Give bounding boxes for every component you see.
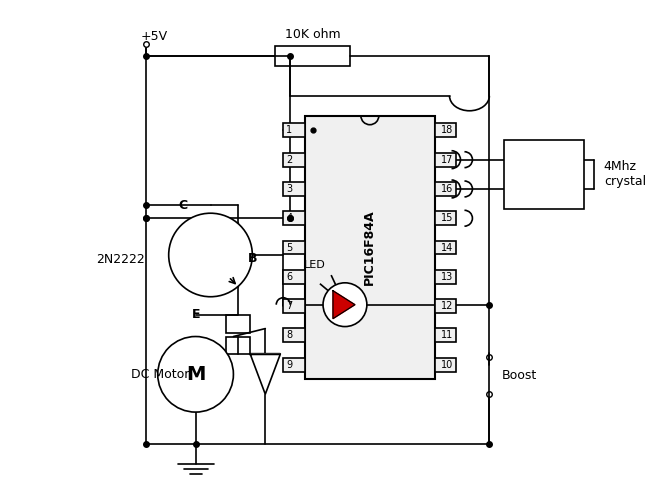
Text: DC Motor: DC Motor bbox=[131, 368, 189, 381]
Text: 2N2222: 2N2222 bbox=[96, 254, 145, 266]
Text: 10: 10 bbox=[442, 360, 454, 370]
Bar bbox=[435, 212, 456, 225]
Text: 1: 1 bbox=[286, 126, 293, 136]
Bar bbox=[283, 299, 305, 313]
Text: 12: 12 bbox=[441, 301, 454, 311]
Bar bbox=[435, 270, 456, 284]
Circle shape bbox=[323, 283, 367, 327]
Text: 5: 5 bbox=[286, 242, 293, 252]
Bar bbox=[435, 182, 456, 196]
Text: 10K ohm: 10K ohm bbox=[285, 28, 341, 41]
Polygon shape bbox=[333, 291, 355, 318]
Bar bbox=[283, 240, 305, 254]
Bar bbox=[551, 152, 567, 196]
Text: 16: 16 bbox=[442, 184, 454, 194]
Text: PIC16F84A: PIC16F84A bbox=[363, 210, 376, 286]
Text: 2: 2 bbox=[286, 154, 293, 164]
Text: B: B bbox=[248, 252, 258, 266]
Text: 13: 13 bbox=[442, 272, 454, 282]
Bar bbox=[305, 116, 435, 380]
Text: 6: 6 bbox=[286, 272, 293, 282]
Text: 11: 11 bbox=[442, 330, 454, 340]
Bar bbox=[521, 152, 537, 196]
Text: M: M bbox=[186, 365, 205, 384]
Text: 3: 3 bbox=[286, 184, 293, 194]
Text: 15: 15 bbox=[441, 213, 454, 223]
Text: LED: LED bbox=[304, 260, 326, 270]
Text: 17: 17 bbox=[441, 154, 454, 164]
Text: +5V: +5V bbox=[141, 30, 168, 43]
Bar bbox=[283, 212, 305, 225]
Text: E: E bbox=[192, 308, 201, 321]
Bar bbox=[435, 124, 456, 138]
Text: 7: 7 bbox=[286, 301, 293, 311]
Text: 14: 14 bbox=[442, 242, 454, 252]
Bar bbox=[283, 124, 305, 138]
Text: Boost: Boost bbox=[501, 370, 536, 382]
Bar bbox=[435, 328, 456, 342]
Text: 18: 18 bbox=[442, 126, 454, 136]
Text: 8: 8 bbox=[286, 330, 293, 340]
Text: C: C bbox=[178, 198, 187, 212]
Bar bbox=[226, 314, 250, 332]
Bar bbox=[504, 140, 584, 209]
Circle shape bbox=[158, 336, 233, 412]
Bar bbox=[275, 46, 350, 66]
Text: 9: 9 bbox=[286, 360, 293, 370]
Bar bbox=[435, 152, 456, 166]
Bar bbox=[283, 270, 305, 284]
Bar bbox=[435, 299, 456, 313]
Polygon shape bbox=[250, 354, 280, 394]
Circle shape bbox=[169, 213, 253, 296]
Text: 4: 4 bbox=[286, 213, 293, 223]
Bar bbox=[226, 336, 250, 354]
Bar bbox=[283, 182, 305, 196]
Bar bbox=[435, 358, 456, 372]
Bar bbox=[283, 358, 305, 372]
Text: 4Mhz
crystal: 4Mhz crystal bbox=[604, 160, 646, 188]
Bar bbox=[435, 240, 456, 254]
Bar bbox=[283, 152, 305, 166]
Bar bbox=[283, 328, 305, 342]
